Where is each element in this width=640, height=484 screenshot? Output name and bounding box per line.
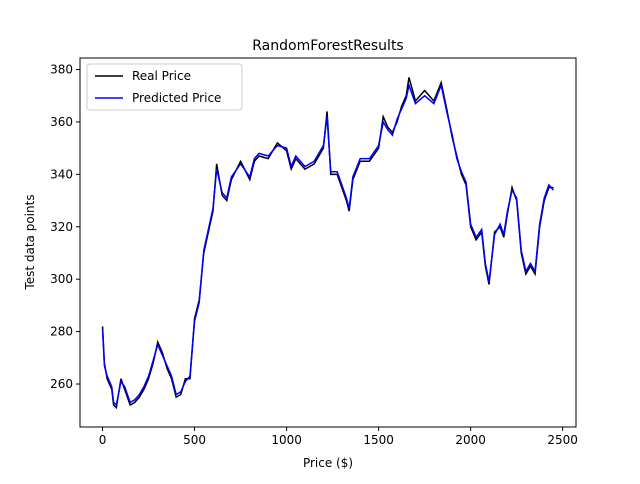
plot-frame — [79, 57, 577, 428]
chart-title: RandomForestResults — [252, 38, 403, 54]
legend-label: Real Price — [132, 69, 191, 83]
x-tick-label: 500 — [183, 433, 206, 447]
y-tick-label: 300 — [50, 272, 73, 286]
x-tick-label: 0 — [99, 433, 107, 447]
x-tick-label: 2500 — [547, 433, 578, 447]
legend-box — [86, 63, 243, 111]
legend-label: Predicted Price — [132, 91, 221, 105]
x-axis-label: Price ($) — [303, 456, 353, 470]
y-tick-label: 260 — [50, 377, 73, 391]
y-tick-label: 320 — [50, 220, 73, 234]
y-tick-label: 360 — [50, 115, 73, 129]
x-tick-label: 1000 — [271, 433, 302, 447]
y-axis-label: Test data points — [23, 194, 37, 290]
series-line — [101, 82, 555, 407]
x-tick-label: 2000 — [455, 433, 486, 447]
y-tick-label: 280 — [50, 325, 73, 339]
y-tick-label: 380 — [50, 63, 73, 77]
x-tick-label: 1500 — [363, 433, 394, 447]
y-tick-label: 340 — [50, 167, 73, 181]
